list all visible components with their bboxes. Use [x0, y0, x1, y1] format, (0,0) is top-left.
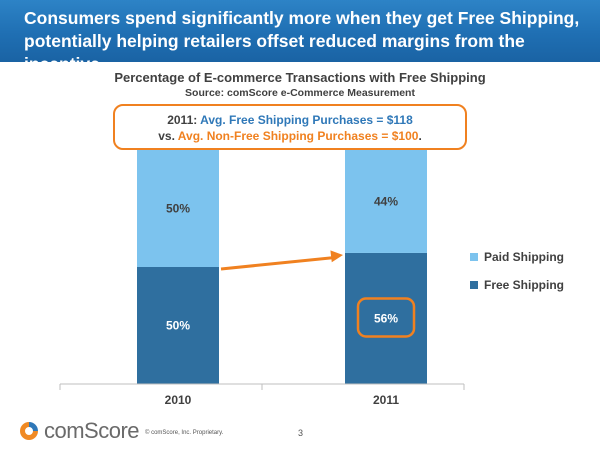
- x-tick-label-2011: 2011: [373, 393, 399, 407]
- bar-free-shipping-2010: [137, 267, 219, 384]
- legend-label-paid-shipping: Paid Shipping: [484, 250, 564, 264]
- legend-swatch-paid-shipping: [470, 253, 478, 261]
- callout-box: 2011: Avg. Free Shipping Purchases = $11…: [113, 104, 467, 150]
- slide-footer: comScore © comScore, Inc. Proprietary. 3: [0, 412, 600, 450]
- legend-item-paid-shipping: Paid Shipping: [470, 248, 564, 266]
- comscore-logo-icon: [20, 422, 38, 440]
- comscore-logo-text: comScore: [44, 418, 140, 443]
- slide-headline: Consumers spend significantly more when …: [24, 8, 580, 74]
- callout-line-2: vs. Avg. Non-Free Shipping Purchases = $…: [115, 128, 465, 144]
- data-label-free-shipping-2011: 56%: [374, 311, 398, 325]
- legend-item-free-shipping: Free Shipping: [470, 276, 564, 294]
- labels-layer: 50% 50% 2010 56% 44% 2011: [165, 194, 400, 407]
- callout-line-2-prefix: vs.: [158, 129, 178, 143]
- callout-line-1-prefix: 2011:: [167, 113, 201, 127]
- chart-legend: Paid Shipping Free Shipping: [470, 248, 564, 304]
- bar-paid-shipping-2011: [345, 150, 427, 253]
- highlight-box-2011-free-shipping: [356, 297, 416, 338]
- growth-arrow-head-icon: [330, 250, 343, 263]
- callout-line-2-suffix: .: [418, 129, 422, 143]
- legend-swatch-free-shipping: [470, 281, 478, 289]
- callout-line-1-highlight: Avg. Free Shipping Purchases = $118: [200, 113, 413, 127]
- headline-banner: Consumers spend significantly more when …: [0, 0, 600, 74]
- callout-line-1: 2011: Avg. Free Shipping Purchases = $11…: [115, 112, 465, 128]
- data-label-free-shipping-2010: 50%: [166, 319, 190, 333]
- bars-layer: [137, 150, 427, 384]
- annotation-layer: [220, 250, 416, 338]
- chart-subtitle: Source: comScore e-Commerce Measurement: [185, 87, 415, 99]
- x-tick-label-2010: 2010: [165, 393, 192, 407]
- callout-line-2-highlight: Avg. Non-Free Shipping Purchases = $100: [177, 129, 419, 143]
- legend-label-free-shipping: Free Shipping: [484, 278, 565, 292]
- copyright-text: © comScore, Inc. Proprietary.: [145, 430, 224, 436]
- data-label-paid-shipping-2011: 44%: [374, 194, 398, 208]
- chart-title: Percentage of E-commerce Transactions wi…: [114, 70, 486, 85]
- page-number: 3: [298, 428, 304, 438]
- data-label-paid-shipping-2010: 50%: [166, 202, 190, 216]
- growth-arrow-line: [220, 255, 336, 271]
- bar-paid-shipping-2010: [137, 150, 219, 267]
- comscore-logo: comScore: [18, 418, 140, 444]
